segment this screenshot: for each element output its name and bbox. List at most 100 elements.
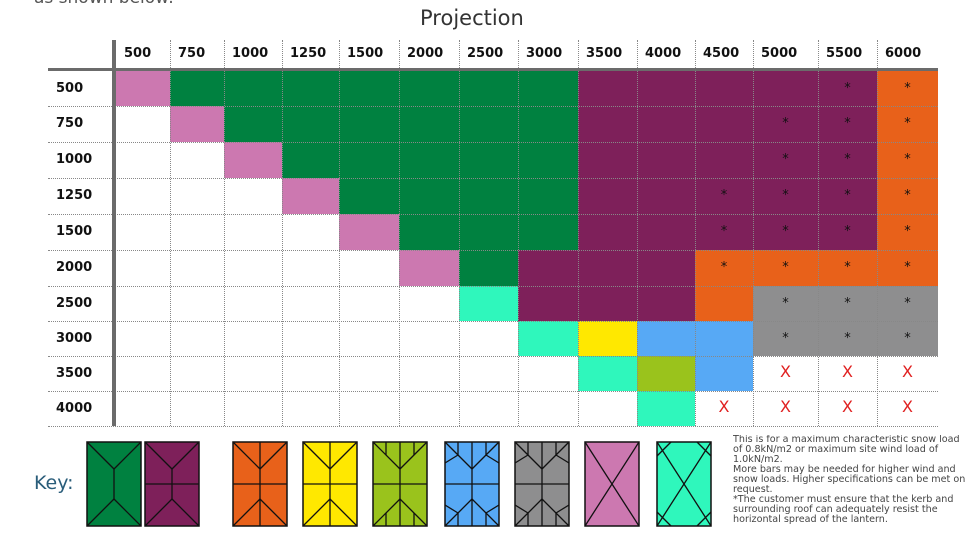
table-cell: * [695, 214, 753, 250]
table-cell [282, 391, 339, 426]
star-mark: * [904, 260, 911, 275]
star-mark: * [782, 152, 789, 167]
chart-title: Projection [420, 6, 524, 30]
table-cell: * [753, 178, 818, 214]
table-cell [459, 321, 518, 356]
star-mark: * [782, 224, 789, 239]
table-cell [637, 142, 695, 178]
table-cell [578, 71, 637, 106]
lantern-pattern-teal-icon [656, 441, 712, 527]
table-cell [170, 214, 224, 250]
lantern-pattern-purple-icon [144, 441, 200, 527]
table-cell: * [753, 286, 818, 321]
lantern-pattern-green-icon [86, 441, 142, 527]
table-cell [637, 250, 695, 286]
table-cell [282, 321, 339, 356]
table-cell [170, 286, 224, 321]
key-label: Key: [34, 472, 74, 494]
table-cell [282, 286, 339, 321]
table-cell [459, 286, 518, 321]
column-header: 4500 [703, 46, 740, 61]
table-cell [339, 142, 399, 178]
table-cell [578, 250, 637, 286]
table-cell: * [818, 142, 877, 178]
table-cell [282, 250, 339, 286]
table-cell [518, 178, 578, 214]
star-mark: * [844, 260, 851, 275]
table-cell [637, 106, 695, 142]
table-cell [518, 71, 578, 106]
table-cell: * [818, 178, 877, 214]
table-cell [170, 356, 224, 391]
table-cell [399, 356, 459, 391]
star-mark: * [844, 224, 851, 239]
table-cell: * [877, 106, 938, 142]
table-cell [224, 286, 282, 321]
star-mark: * [844, 188, 851, 203]
note-snow-load: This is for a maximum characteristic sno… [733, 435, 960, 465]
table-cell [339, 286, 399, 321]
star-mark: * [904, 188, 911, 203]
table-cell [518, 214, 578, 250]
table-cell: X [818, 391, 877, 426]
table-cell: * [818, 321, 877, 356]
grid-line-vertical [459, 40, 460, 426]
grid-line-vertical [170, 40, 171, 426]
grid-line-horizontal [48, 286, 938, 287]
table-cell [695, 106, 753, 142]
star-mark: * [720, 188, 728, 203]
table-cell [459, 71, 518, 106]
row-header: 1000 [56, 152, 93, 167]
table-cell [399, 106, 459, 142]
table-cell: * [753, 214, 818, 250]
table-cell [116, 391, 170, 426]
table-cell [399, 250, 459, 286]
table-cell [695, 71, 753, 106]
intro-text: as shown below: [34, 0, 174, 8]
table-cell [637, 286, 695, 321]
star-mark: * [904, 296, 911, 311]
table-cell: * [877, 142, 938, 178]
grid-line-vertical [399, 40, 400, 426]
table-cell [339, 356, 399, 391]
table-cell [224, 250, 282, 286]
table-cell: * [818, 106, 877, 142]
table-cell: X [695, 391, 753, 426]
star-mark: * [904, 331, 911, 346]
unsuitable-mark: X [718, 397, 730, 416]
table-cell [399, 178, 459, 214]
row-header: 2500 [56, 296, 93, 311]
column-header: 500 [124, 46, 152, 61]
table-cell [518, 321, 578, 356]
table-cell: X [877, 356, 938, 391]
table-cell [637, 71, 695, 106]
table-cell [116, 286, 170, 321]
grid-line-vertical [753, 40, 754, 426]
column-header: 5500 [826, 46, 863, 61]
table-cell [695, 356, 753, 391]
table-cell [116, 71, 170, 106]
lantern-pattern-yellow-icon [302, 441, 358, 527]
table-cell [637, 214, 695, 250]
note-kerb: *The customer must ensure that the kerb … [733, 494, 954, 525]
row-header: 1500 [56, 224, 93, 239]
star-mark: * [844, 152, 851, 167]
table-cell [116, 250, 170, 286]
table-cell: X [753, 391, 818, 426]
table-cell [459, 106, 518, 142]
row-header: 750 [56, 116, 84, 131]
table-cell [578, 142, 637, 178]
table-cell [224, 178, 282, 214]
column-header: 6000 [885, 46, 922, 61]
unsuitable-mark: X [780, 397, 791, 416]
grid-line-vertical [282, 40, 283, 426]
table-cell [170, 321, 224, 356]
table-cell [224, 106, 282, 142]
row-header: 3500 [56, 366, 93, 381]
grid-line-vertical [695, 40, 696, 426]
row-axis-line [112, 40, 116, 426]
table-cell [224, 71, 282, 106]
star-mark: * [844, 116, 851, 131]
table-cell: * [877, 71, 938, 106]
table-cell [116, 178, 170, 214]
